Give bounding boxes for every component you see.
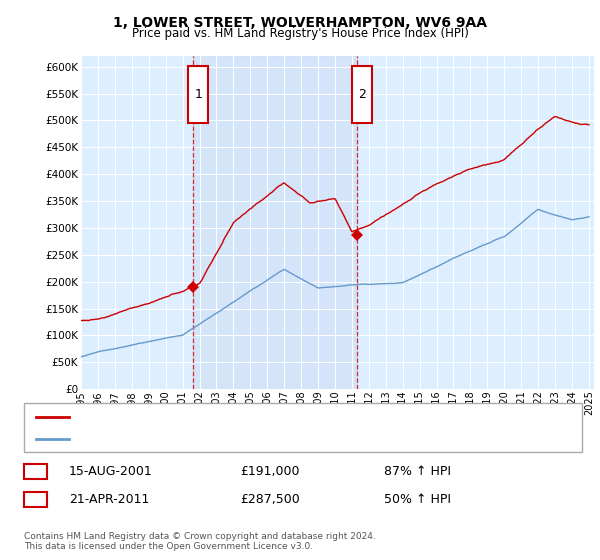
Text: 2: 2: [31, 493, 40, 506]
Text: 1, LOWER STREET, WOLVERHAMPTON, WV6 9AA (detached house): 1, LOWER STREET, WOLVERHAMPTON, WV6 9AA …: [78, 412, 442, 422]
Bar: [188, 66, 208, 123]
Text: £191,000: £191,000: [240, 465, 299, 478]
Text: 1: 1: [31, 465, 40, 478]
Text: 21-APR-2011: 21-APR-2011: [69, 493, 149, 506]
Bar: [352, 66, 373, 123]
Text: £287,500: £287,500: [240, 493, 300, 506]
Text: 1, LOWER STREET, WOLVERHAMPTON, WV6 9AA: 1, LOWER STREET, WOLVERHAMPTON, WV6 9AA: [113, 16, 487, 30]
Text: Contains HM Land Registry data © Crown copyright and database right 2024.
This d: Contains HM Land Registry data © Crown c…: [24, 532, 376, 552]
Bar: [193, 56, 357, 389]
Text: HPI: Average price, detached house, Wolverhampton: HPI: Average price, detached house, Wolv…: [78, 434, 367, 444]
Text: Price paid vs. HM Land Registry's House Price Index (HPI): Price paid vs. HM Land Registry's House …: [131, 27, 469, 40]
Text: 15-AUG-2001: 15-AUG-2001: [69, 465, 153, 478]
Text: 50% ↑ HPI: 50% ↑ HPI: [384, 493, 451, 506]
Text: 2: 2: [358, 88, 366, 101]
Text: 87% ↑ HPI: 87% ↑ HPI: [384, 465, 451, 478]
Text: 1: 1: [194, 88, 202, 101]
